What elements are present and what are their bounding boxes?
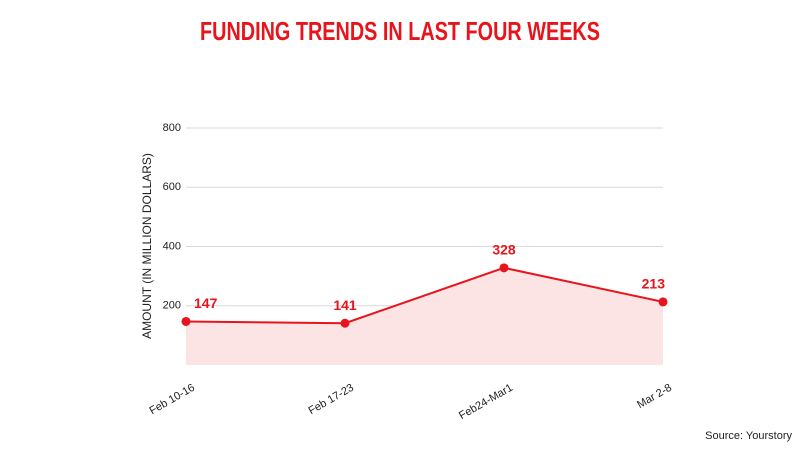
point — [499, 263, 509, 273]
data-label: 147 — [194, 295, 218, 311]
x-tick-label: Feb24-Mar1 — [457, 382, 515, 422]
source: Source: Yourstory — [705, 430, 792, 442]
y-tick-label: 600 — [163, 181, 181, 193]
area — [186, 267, 663, 365]
y-tick-label: 800 — [163, 122, 181, 134]
y-axis-label: AMOUNT (IN MILLION DOLLARS) — [140, 153, 154, 339]
point — [658, 297, 668, 307]
chart-title: FUNDING TRENDS IN LAST FOUR WEEKS — [200, 16, 600, 46]
x-tick-label: Feb 10-16 — [148, 382, 197, 417]
data-label: 141 — [333, 297, 357, 313]
point — [181, 316, 191, 326]
x-tick-label: Mar 2-8 — [635, 382, 674, 411]
data-label: 328 — [492, 242, 516, 258]
y-tick-label: 400 — [163, 240, 181, 252]
point — [340, 318, 350, 328]
y-tick-label: 200 — [163, 300, 181, 312]
data-label: 213 — [642, 276, 666, 292]
line — [185, 266, 664, 325]
x-tick-label: Feb 17-23 — [307, 382, 356, 417]
